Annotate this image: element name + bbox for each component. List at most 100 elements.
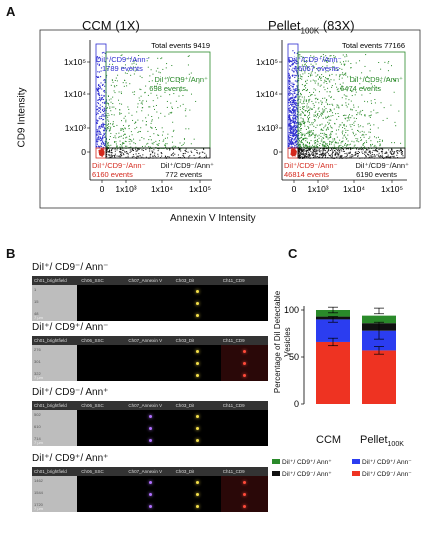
point-cd9neg-annpos <box>398 150 400 152</box>
point-cd9pos-annpos <box>312 146 314 148</box>
point-cd9neg-annpos <box>324 148 326 150</box>
point-cd9pos-annpos <box>152 73 154 75</box>
point-cd9pos-annpos <box>164 137 166 139</box>
point-cd9neg-annneg <box>100 154 102 156</box>
point-cd9neg-annpos <box>158 148 160 150</box>
point-cd9pos-annneg <box>102 98 105 101</box>
point-cd9pos-annpos <box>363 86 365 88</box>
point-cd9neg-annpos <box>305 152 307 154</box>
point-cd9pos-annpos <box>310 147 312 149</box>
point-cd9pos-annpos <box>299 143 301 145</box>
point-cd9pos-annpos <box>323 132 325 134</box>
point-cd9pos-annpos <box>338 107 340 109</box>
point-cd9pos-annneg <box>100 142 102 144</box>
point-cd9pos-annneg <box>101 97 104 99</box>
point-cd9pos-annpos <box>361 94 363 96</box>
point-cd9pos-annpos <box>171 106 173 108</box>
point-cd9neg-annpos <box>154 154 156 156</box>
point-cd9pos-annneg <box>104 129 106 131</box>
point-cd9pos-annpos <box>315 135 317 137</box>
point-cd9neg-annpos <box>318 154 320 156</box>
point-cd9pos-annpos <box>107 123 109 125</box>
point-cd9neg-annpos <box>149 154 151 156</box>
point-cd9pos-annpos <box>314 120 316 122</box>
point-cd9pos-annpos <box>298 96 300 98</box>
point-cd9pos-annpos <box>328 116 330 118</box>
point-cd9pos-annneg <box>291 141 293 143</box>
point-cd9pos-annpos <box>327 115 329 117</box>
point-cd9neg-annpos <box>391 153 393 155</box>
point-cd9pos-annpos <box>323 127 325 129</box>
point-cd9pos-annpos <box>355 91 357 93</box>
point-cd9pos-annneg <box>293 126 295 128</box>
point-cd9pos-annneg <box>101 141 103 143</box>
point-cd9pos-annneg <box>295 114 297 116</box>
point-cd9neg-annpos <box>393 155 395 157</box>
point-cd9pos-annpos <box>121 146 123 148</box>
point-cd9pos-annpos <box>323 134 325 136</box>
point-cd9pos-annpos <box>305 109 307 111</box>
point-cd9pos-annneg <box>289 76 291 78</box>
point-cd9pos-annpos <box>315 127 317 129</box>
gate-label-blue: DiI⁺/CD9⁺/Ann⁻ <box>96 55 150 64</box>
x-axis-label: Annexin V Intensity <box>170 213 256 224</box>
point-cd9pos-annneg <box>97 93 99 95</box>
point-cd9neg-annpos <box>310 151 312 153</box>
point-cd9pos-annpos <box>187 64 189 66</box>
point-cd9pos-annpos <box>344 134 346 136</box>
point-cd9pos-annneg <box>293 121 295 123</box>
point-cd9neg-annneg <box>290 153 292 155</box>
point-cd9pos-annneg <box>295 130 297 133</box>
point-cd9pos-annneg <box>293 122 295 125</box>
point-cd9pos-annpos <box>342 133 344 135</box>
point-cd9neg-annpos <box>303 153 305 155</box>
point-cd9pos-annpos <box>138 130 140 132</box>
point-cd9neg-annpos <box>400 149 402 151</box>
point-cd9neg-annpos <box>333 150 335 152</box>
point-cd9pos-annpos <box>157 57 159 59</box>
total-events: Total events 77166 <box>342 41 405 50</box>
point-cd9pos-annpos <box>137 119 139 121</box>
point-cd9pos-annpos <box>326 60 328 62</box>
point-cd9pos-annpos <box>140 127 142 129</box>
bar-segment <box>362 315 396 324</box>
point-cd9pos-annneg <box>289 77 291 79</box>
point-cd9neg-annpos <box>344 156 346 158</box>
gate-label-red: DiI⁺/CD9⁻/Ann⁻ <box>92 161 146 170</box>
image-strip: 1 15 48 7 μm <box>32 285 268 321</box>
point-cd9pos-annpos <box>319 124 321 126</box>
point-cd9neg-annpos <box>308 148 310 150</box>
point-cd9pos-annneg <box>103 115 105 117</box>
point-cd9neg-annpos <box>316 152 318 154</box>
point-cd9neg-annneg <box>294 151 296 154</box>
point-cd9pos-annneg <box>293 52 296 54</box>
point-cd9neg-annneg <box>294 153 296 156</box>
point-cd9pos-annneg <box>295 146 298 148</box>
point-cd9pos-annpos <box>342 145 344 147</box>
point-cd9pos-annneg <box>99 108 102 110</box>
point-cd9neg-annpos <box>106 149 108 151</box>
fluorescent-spot <box>149 493 152 496</box>
gate-label-blue: DiI⁺/CD9⁺/Ann⁻ <box>288 55 342 64</box>
point-cd9pos-annneg <box>295 123 297 125</box>
point-cd9neg-annneg <box>293 154 295 156</box>
point-cd9pos-annpos <box>127 106 129 108</box>
gate-events-black: 6190 events <box>356 170 397 179</box>
point-cd9neg-annpos <box>349 155 351 157</box>
brightfield-column <box>32 476 77 512</box>
point-cd9neg-annpos <box>106 155 108 157</box>
point-cd9neg-annpos <box>298 149 300 151</box>
point-cd9pos-annpos <box>168 89 170 91</box>
point-cd9pos-annneg <box>296 143 298 146</box>
point-cd9pos-annpos <box>350 100 352 102</box>
fluorescent-spot <box>243 362 247 365</box>
point-cd9pos-annneg <box>294 59 296 61</box>
point-cd9pos-annpos <box>351 91 353 93</box>
point-cd9pos-annpos <box>322 117 324 119</box>
point-cd9neg-annpos <box>142 154 144 156</box>
point-cd9neg-annpos <box>120 154 122 156</box>
point-cd9pos-annpos <box>368 78 370 80</box>
point-cd9pos-annpos <box>130 131 132 133</box>
point-cd9pos-annneg <box>291 110 294 112</box>
channel-label: Ch03_DiI <box>175 278 195 283</box>
